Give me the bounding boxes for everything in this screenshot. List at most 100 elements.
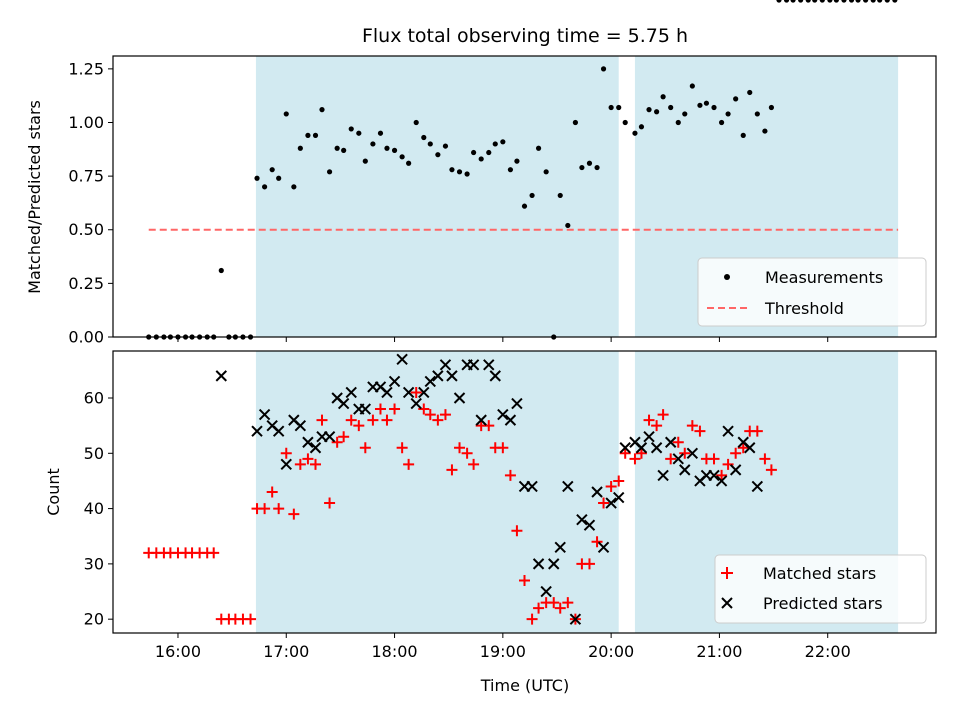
matched-star-point	[439, 409, 451, 421]
measurement-point	[391, 147, 398, 153]
predicted-star-point	[388, 375, 401, 388]
bottom-legend-box	[714, 554, 927, 624]
measurement-point	[819, 0, 825, 3]
predicted-star-point	[497, 408, 509, 421]
top-ytick-label: 0.50	[68, 220, 104, 239]
predicted-star-point	[439, 359, 452, 371]
predicted-star-point	[540, 585, 552, 598]
matched-star-point	[367, 414, 379, 426]
matched-star-point	[686, 420, 698, 432]
predicted-star-point	[591, 486, 603, 498]
measurement-point	[384, 145, 390, 151]
predicted-star-point	[751, 480, 764, 493]
measurement-point	[326, 169, 333, 175]
measurement-point	[305, 132, 311, 138]
xtick-label: 21:00	[696, 642, 742, 661]
measurement-point	[733, 96, 739, 102]
measurement-point	[254, 175, 260, 181]
measurement-point	[535, 145, 542, 151]
predicted-star-point	[526, 480, 538, 493]
predicted-star-point	[272, 425, 285, 437]
measurement-point	[827, 0, 833, 3]
matched-star-point	[672, 436, 684, 448]
measurement-point	[646, 107, 652, 113]
measurement-point	[654, 109, 660, 115]
matched-star-point	[635, 447, 647, 459]
predicted-star-point	[294, 419, 307, 432]
measurement-point	[399, 154, 405, 160]
measurement-point	[768, 104, 775, 111]
matched-star-point	[730, 447, 742, 459]
measurement-point	[341, 147, 347, 153]
measurement-point	[740, 132, 746, 138]
top-ytick-label: 1.00	[68, 113, 104, 132]
measurement-point	[675, 119, 681, 126]
predicted-star-point	[532, 558, 545, 570]
measurement-point	[276, 175, 282, 181]
measurement-point	[668, 104, 674, 111]
predicted-star-point	[483, 359, 495, 371]
matched-star-point	[716, 469, 728, 481]
matched-star-point	[548, 597, 560, 609]
predicted-star-point	[679, 464, 691, 476]
predicted-star-point	[309, 442, 322, 454]
measurement-point	[471, 149, 477, 156]
measurement-point	[805, 0, 811, 3]
measurement-point	[507, 167, 514, 173]
predicted-star-point	[650, 442, 663, 454]
measurement-point	[319, 107, 325, 113]
measurement-point	[427, 141, 433, 147]
predicted-star-point	[424, 375, 436, 388]
matched-star-point	[679, 447, 691, 459]
matched-star-point	[381, 414, 393, 426]
predicted-star-point	[583, 519, 596, 531]
predicted-star-point	[489, 370, 501, 382]
measurement-point	[600, 66, 607, 72]
matched-star-point	[424, 409, 436, 421]
predicted-star-point	[504, 414, 517, 426]
measurement-point	[762, 128, 768, 134]
predicted-star-point	[446, 370, 458, 382]
measurement-point	[492, 141, 498, 147]
xtick-label: 20:00	[588, 642, 634, 661]
measurement-point	[218, 267, 224, 274]
matched-star-point	[454, 442, 466, 454]
predicted-star-point	[569, 613, 582, 625]
predicted-star-point	[337, 397, 350, 410]
measurement-point	[848, 0, 855, 3]
measurement-point	[521, 203, 528, 209]
bottom-ytick-label: 40	[84, 499, 104, 518]
predicted-star-point	[381, 386, 393, 399]
measurement-point	[543, 169, 549, 175]
measurement-point	[718, 119, 725, 126]
measurement-point	[478, 156, 484, 162]
matched-star-point	[259, 503, 271, 515]
measurement-point	[500, 139, 506, 145]
matched-star-point	[338, 431, 350, 443]
predicted-star-point	[744, 442, 756, 454]
matched-star-point	[374, 403, 386, 415]
matched-star-point	[613, 475, 625, 487]
matched-star-point	[759, 453, 771, 465]
matched-star-point	[273, 503, 285, 515]
matched-star-point	[562, 597, 574, 609]
measurement-point	[456, 169, 463, 175]
matched-star-point	[619, 447, 631, 459]
legend-threshold-label: Threshold	[764, 299, 844, 318]
xtick-label: 22:00	[805, 642, 851, 661]
matched-star-point	[359, 442, 371, 454]
legend-matched-marker	[721, 567, 733, 579]
predicted-star-point	[467, 359, 480, 371]
matched-star-point	[245, 613, 257, 625]
measurement-point	[312, 132, 319, 138]
legend-measurement-marker	[724, 274, 730, 280]
matched-star-point	[483, 420, 495, 432]
measurement-point	[703, 100, 710, 106]
measurement-point	[334, 145, 340, 151]
predicted-star-point	[280, 458, 292, 471]
measurement-point	[632, 130, 638, 136]
predicted-star-point	[396, 353, 408, 366]
measurement-point	[565, 222, 571, 229]
top-ytick-label: 0.75	[68, 167, 104, 186]
matched-star-point	[410, 386, 422, 398]
